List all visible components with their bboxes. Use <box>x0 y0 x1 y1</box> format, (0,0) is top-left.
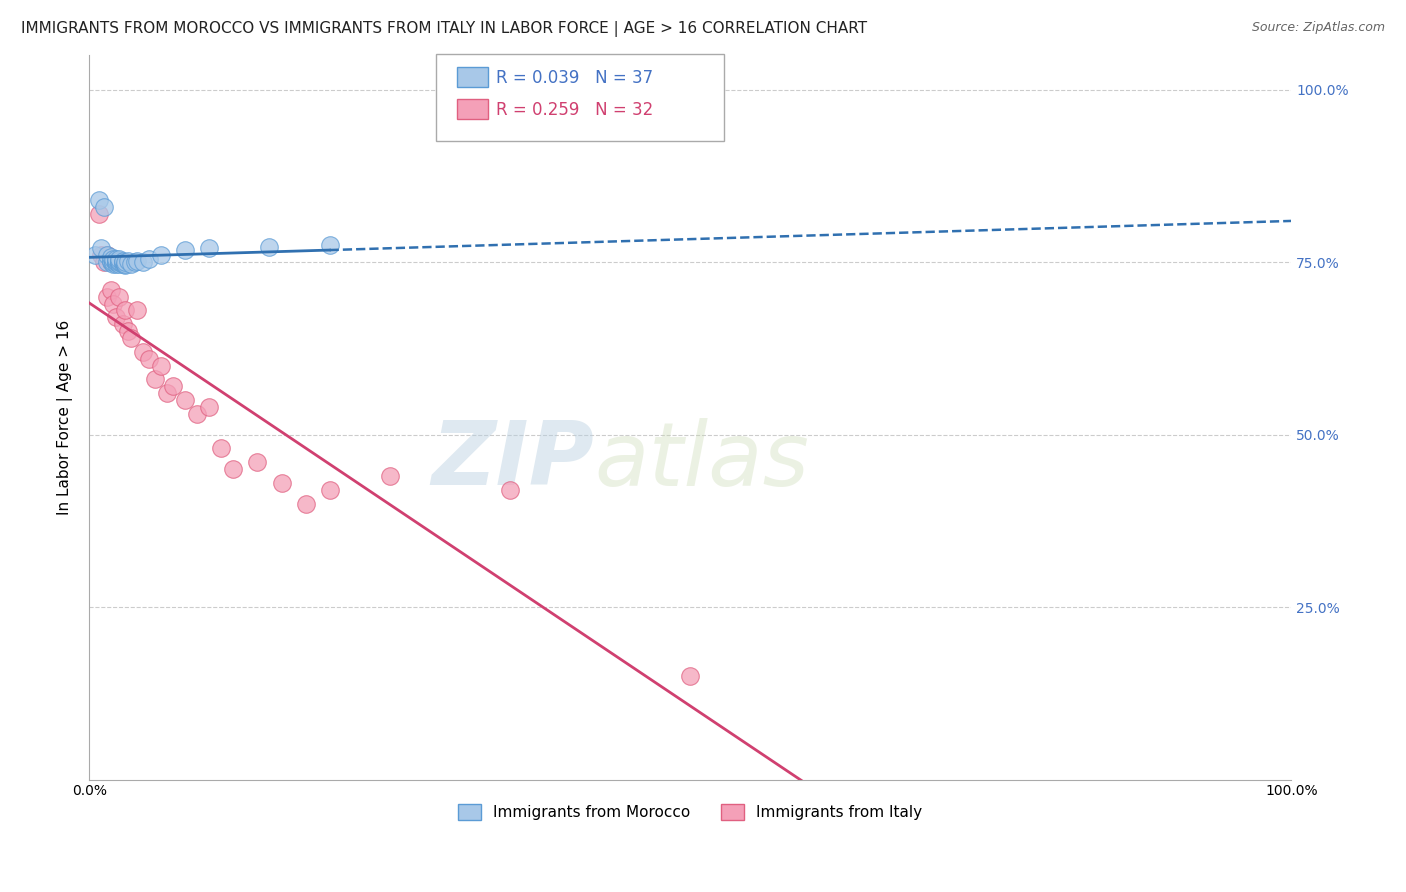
Point <box>150 359 173 373</box>
Point <box>96 290 118 304</box>
Point <box>87 193 110 207</box>
Point <box>100 255 122 269</box>
Point <box>104 253 127 268</box>
Point <box>96 255 118 269</box>
Point <box>114 258 136 272</box>
Point <box>104 252 127 266</box>
Point <box>108 252 131 266</box>
Point <box>104 310 127 325</box>
Point <box>174 243 197 257</box>
Point <box>138 351 160 366</box>
Point <box>103 296 125 310</box>
Point <box>100 253 122 268</box>
Point <box>150 248 173 262</box>
Point <box>108 256 131 270</box>
Point <box>103 256 125 270</box>
Point <box>103 255 125 269</box>
Point <box>120 331 142 345</box>
Point <box>246 455 269 469</box>
Legend: Immigrants from Morocco, Immigrants from Italy: Immigrants from Morocco, Immigrants from… <box>451 798 928 826</box>
Point <box>209 442 232 456</box>
Point <box>120 256 142 270</box>
Point <box>318 483 340 497</box>
Point <box>104 255 127 269</box>
Point <box>100 283 122 297</box>
Point <box>294 497 316 511</box>
Point <box>104 256 127 270</box>
Point <box>108 255 131 269</box>
Point <box>84 248 107 262</box>
Point <box>108 253 131 268</box>
Point <box>111 253 134 268</box>
Point <box>96 248 118 262</box>
Point <box>679 669 702 683</box>
Point <box>111 256 134 270</box>
Point <box>270 475 292 490</box>
Point <box>499 483 522 497</box>
Point <box>174 393 197 408</box>
Point <box>127 303 149 318</box>
Point <box>90 248 112 262</box>
Y-axis label: In Labor Force | Age > 16: In Labor Force | Age > 16 <box>58 319 73 515</box>
Point <box>162 379 184 393</box>
Point <box>111 317 134 331</box>
Point <box>100 250 122 264</box>
Point <box>259 240 281 254</box>
Point <box>87 207 110 221</box>
Point <box>318 238 340 252</box>
Point <box>103 252 125 266</box>
Point <box>114 256 136 270</box>
Point <box>114 303 136 318</box>
Text: ZIP: ZIP <box>432 417 595 504</box>
Point <box>198 400 221 414</box>
Text: R = 0.039   N = 37: R = 0.039 N = 37 <box>496 69 654 87</box>
Point <box>132 255 155 269</box>
Point <box>156 386 179 401</box>
Point <box>186 407 208 421</box>
Point <box>108 290 131 304</box>
Point <box>117 253 139 268</box>
Point <box>96 248 118 262</box>
Text: IMMIGRANTS FROM MOROCCO VS IMMIGRANTS FROM ITALY IN LABOR FORCE | AGE > 16 CORRE: IMMIGRANTS FROM MOROCCO VS IMMIGRANTS FR… <box>21 21 868 37</box>
Point <box>93 200 115 214</box>
Point <box>111 255 134 269</box>
Point <box>124 255 146 269</box>
Point <box>198 241 221 255</box>
Point <box>90 241 112 255</box>
Point <box>378 469 401 483</box>
Text: atlas: atlas <box>595 417 808 504</box>
Text: Source: ZipAtlas.com: Source: ZipAtlas.com <box>1251 21 1385 34</box>
Point <box>127 253 149 268</box>
Point <box>143 372 166 386</box>
Point <box>114 255 136 269</box>
Point <box>117 324 139 338</box>
Point <box>132 344 155 359</box>
Point <box>222 462 245 476</box>
Point <box>138 252 160 266</box>
Point <box>93 255 115 269</box>
Text: R = 0.259   N = 32: R = 0.259 N = 32 <box>496 101 654 119</box>
